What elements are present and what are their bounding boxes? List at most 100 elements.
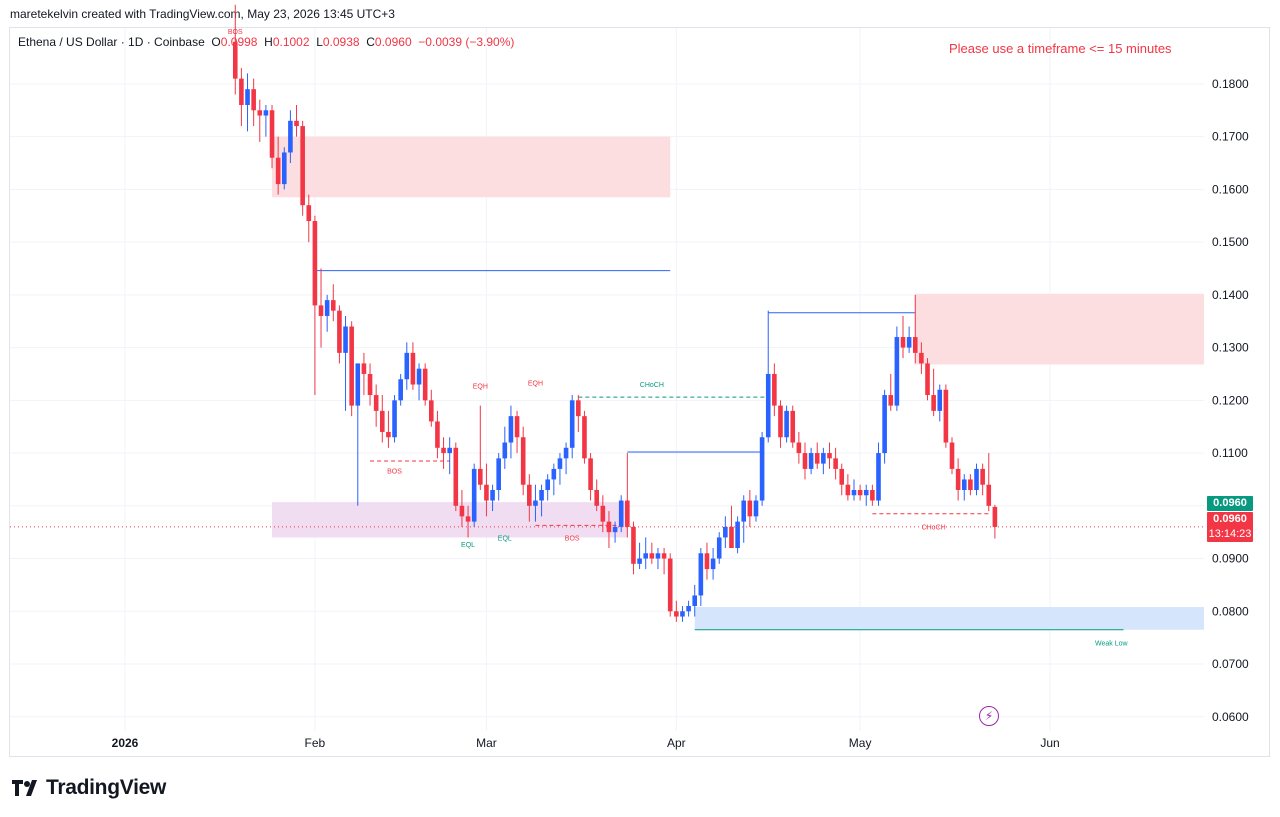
candle-body xyxy=(625,500,630,527)
open-label: O xyxy=(211,35,221,49)
candle-body xyxy=(974,468,979,490)
open-value: 0.0998 xyxy=(220,35,258,49)
y-tick-label: 0.0900 xyxy=(1212,552,1249,566)
candle-body xyxy=(698,553,704,596)
lightning-icon[interactable]: ⚡ xyxy=(979,706,999,726)
last-price-badge: 0.0960 xyxy=(1207,496,1253,511)
candle-body xyxy=(551,468,557,480)
candle-body xyxy=(367,373,373,396)
candle-body xyxy=(429,400,434,422)
timeframe-warning: Please use a timeframe <= 15 minutes xyxy=(949,41,1172,56)
candle-body xyxy=(435,421,440,448)
candle-body xyxy=(263,110,269,116)
candle-body xyxy=(379,410,385,432)
close-value: 0.0960 xyxy=(374,35,412,49)
candle-body xyxy=(980,468,985,485)
candle-body xyxy=(710,558,716,570)
candle-body xyxy=(802,453,808,469)
candle-body xyxy=(888,395,894,406)
candle-body xyxy=(986,484,992,506)
y-tick-label: 0.1700 xyxy=(1212,130,1249,144)
candle-body xyxy=(343,326,348,353)
y-tick-label: 0.1800 xyxy=(1212,77,1249,91)
structure-annotation: EQH xyxy=(473,384,488,391)
y-tick-label: 0.1200 xyxy=(1212,393,1249,407)
y-tick-label: 0.1300 xyxy=(1212,341,1249,355)
candle-body xyxy=(294,120,299,127)
candle-body xyxy=(251,89,256,111)
candle-body xyxy=(569,400,575,448)
candle-body xyxy=(496,458,501,490)
candle-body xyxy=(857,489,863,496)
candle-body xyxy=(808,453,814,469)
candle-body xyxy=(312,221,318,306)
candle-body xyxy=(422,368,428,401)
candle-body xyxy=(667,558,673,612)
candle-body xyxy=(269,110,275,158)
countdown-timer: 13:14:23 xyxy=(1208,528,1252,540)
candle-body xyxy=(361,363,367,374)
x-tick-label: 2026 xyxy=(112,736,139,750)
y-tick-label: 0.1400 xyxy=(1212,288,1249,302)
structure-annotation: Weak Low xyxy=(1095,641,1128,648)
candle-body xyxy=(882,395,887,454)
candle-body xyxy=(827,453,832,459)
candle-body xyxy=(655,553,661,559)
candle-body xyxy=(735,521,740,548)
candle-body xyxy=(576,400,581,417)
current-price-value: 0.0960 xyxy=(1213,513,1247,525)
candle-body xyxy=(239,78,244,105)
candle-body xyxy=(465,516,471,522)
candle-body xyxy=(398,379,403,401)
candle-body xyxy=(453,447,459,506)
candle-body xyxy=(631,526,636,564)
candle-body xyxy=(680,611,685,617)
candle-body xyxy=(649,553,655,559)
candle-body xyxy=(318,305,324,316)
candle-body xyxy=(478,468,483,485)
candle-body xyxy=(912,337,918,353)
candle-body xyxy=(955,468,961,490)
structure-annotation: BOS xyxy=(228,29,243,36)
candle-body xyxy=(563,447,569,459)
close-label: C xyxy=(366,35,375,49)
order-block-zone xyxy=(272,136,671,198)
structure-annotation: EQL xyxy=(461,542,475,549)
candle-body xyxy=(686,606,691,612)
y-tick-label: 0.0800 xyxy=(1212,604,1249,618)
candle-body xyxy=(557,458,563,469)
candle-body xyxy=(288,120,293,153)
change-value: −0.0039 (−3.90%) xyxy=(418,35,515,49)
candle-body xyxy=(355,363,361,406)
candle-body xyxy=(275,157,281,185)
candle-body xyxy=(968,479,973,490)
candle-body xyxy=(906,337,912,348)
candle-body xyxy=(539,489,544,501)
x-tick-label: Feb xyxy=(305,736,326,750)
candle-body xyxy=(900,337,906,348)
candle-body xyxy=(643,553,649,559)
structure-annotation: BOS xyxy=(565,536,580,543)
candle-body xyxy=(845,484,851,496)
candle-body xyxy=(674,611,679,617)
order-block-zone xyxy=(915,293,1204,365)
y-tick-label: 0.0600 xyxy=(1212,710,1249,724)
candle-body xyxy=(704,553,710,570)
chart-caption: maretekelvin created with TradingView.co… xyxy=(10,7,395,21)
candle-body xyxy=(759,437,765,501)
candle-body xyxy=(661,553,667,559)
candle-body xyxy=(588,458,593,490)
candle-body xyxy=(533,500,538,506)
x-tick-label: Mar xyxy=(476,736,497,750)
candle-body xyxy=(232,41,238,79)
candle-body xyxy=(618,500,624,527)
candle-body xyxy=(502,442,508,459)
tradingview-logo[interactable]: TradingView xyxy=(12,776,166,800)
y-tick-label: 0.1600 xyxy=(1212,182,1249,196)
candle-body xyxy=(943,389,949,443)
candle-body xyxy=(863,489,869,496)
tv-logo-icon xyxy=(12,780,37,796)
candle-body xyxy=(471,468,477,522)
candle-body xyxy=(784,410,789,438)
